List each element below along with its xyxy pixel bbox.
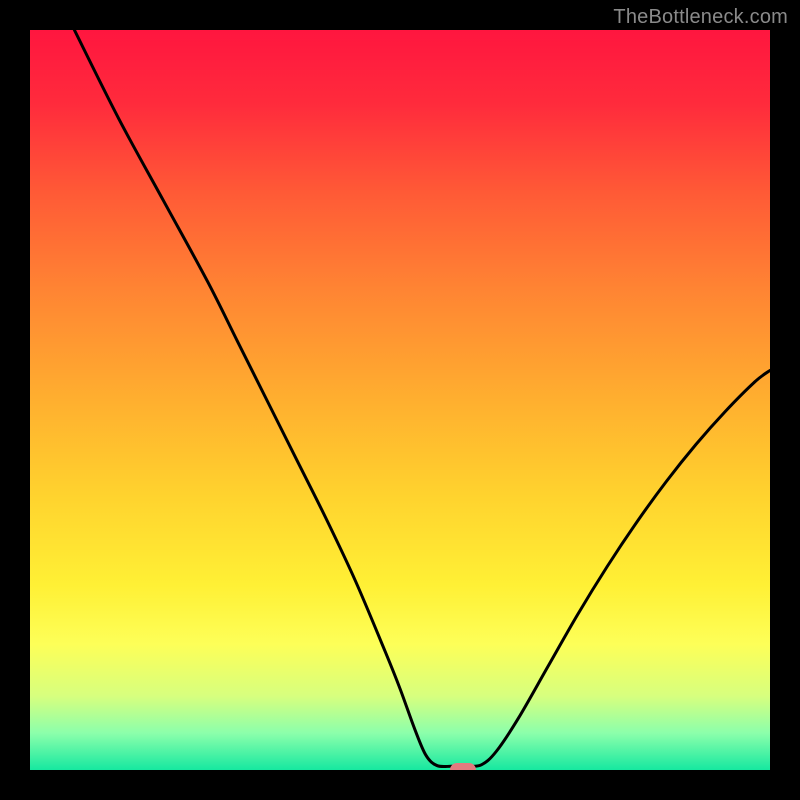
watermark-text: TheBottleneck.com xyxy=(613,6,788,29)
minimum-marker xyxy=(450,763,477,770)
plot-area xyxy=(30,30,770,770)
chart-frame: TheBottleneck.com xyxy=(0,0,800,800)
curve-path xyxy=(74,30,770,767)
bottleneck-curve xyxy=(30,30,770,770)
